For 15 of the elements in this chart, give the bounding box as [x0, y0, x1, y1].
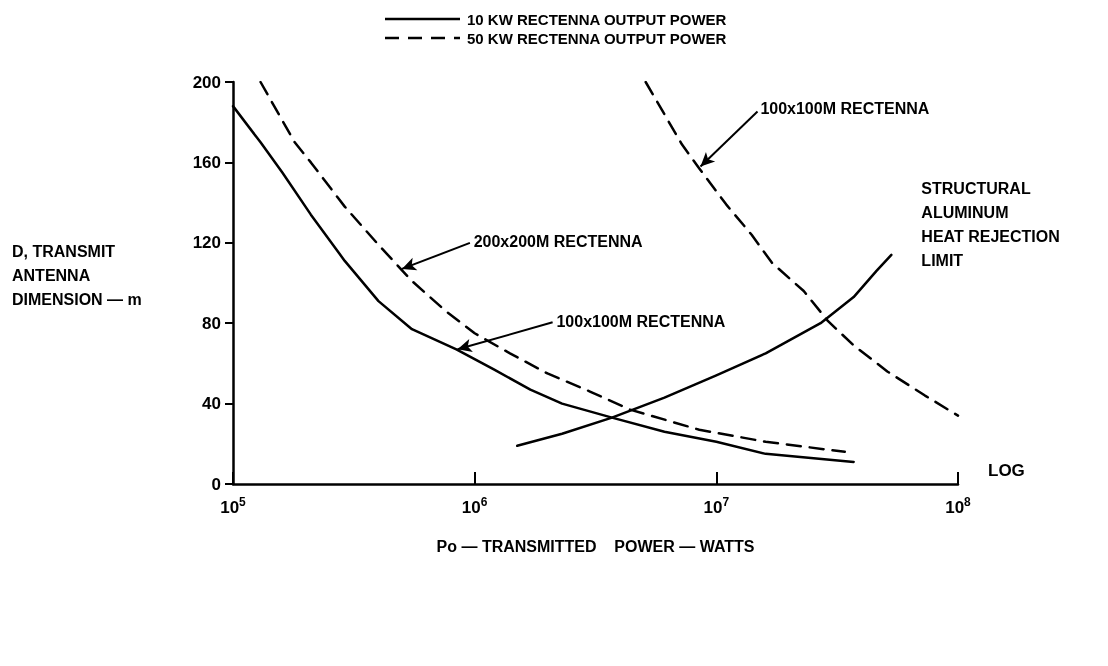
annotation: 100x100M RECTENNA [760, 100, 930, 118]
y-axis-title: D, TRANSMIT ANTENNA DIMENSION — m [12, 242, 142, 308]
annotation: 200x200M RECTENNA [473, 233, 644, 250]
legend-label: 10 KW RECTENNA OUTPUT POWER [467, 10, 727, 28]
annotation: STRUCTURAL ALUMINUM HEAT REJECTION LIMIT [921, 180, 1060, 270]
y-tick-label: 200 [192, 72, 221, 92]
text: LOG [988, 461, 1025, 480]
y-tick-label: 40 [202, 394, 221, 414]
y-tick-label: 160 [192, 152, 221, 172]
y-tick-label: 120 [192, 233, 221, 253]
legend-label: 50 KW RECTENNA OUTPUT POWER [467, 29, 727, 47]
x-axis-title: Po — TRANSMITTED POWER — WATTS [436, 537, 755, 555]
y-tick-label: 80 [202, 313, 221, 333]
annotation: 100x100M RECTENNA [556, 312, 726, 330]
y-tick-label: 0 [211, 474, 221, 494]
